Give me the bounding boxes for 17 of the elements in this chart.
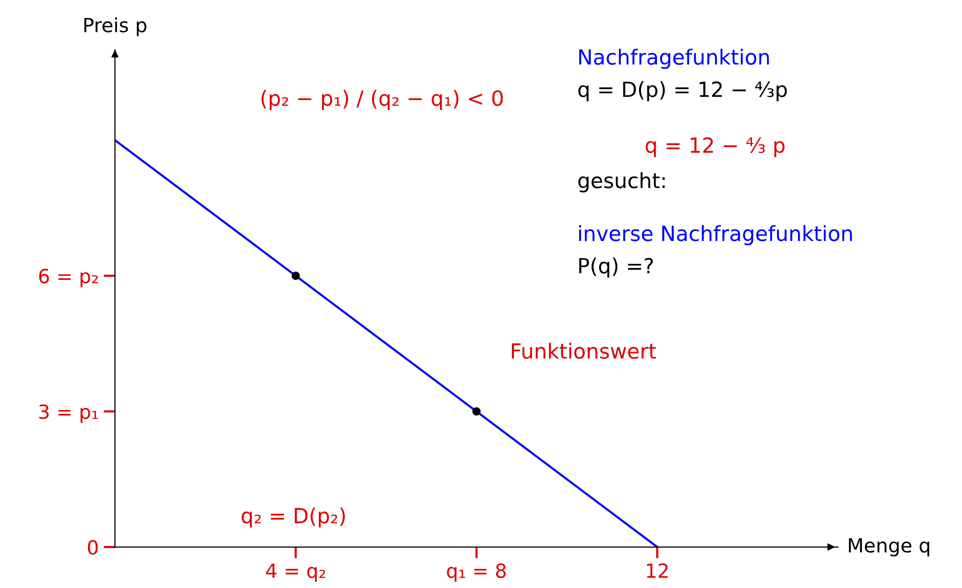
annotation: P(q) =? xyxy=(579,257,653,278)
annotation: Nachfragefunktion xyxy=(579,48,769,69)
annotation: q = 12 − ⁴⁄₃ p xyxy=(646,137,785,158)
annotation: inverse Nachfragefunktion xyxy=(579,225,852,246)
y-tick-label: 3 = p₁ xyxy=(39,404,98,423)
y-tick-label: 6 = p₂ xyxy=(39,268,98,288)
annotation: q = D(p) = 12 − ⁴⁄₃p xyxy=(578,81,787,102)
x-tick-label: 12 xyxy=(647,563,668,578)
annotation: gesucht: xyxy=(578,172,665,192)
y-tick-label: 0 xyxy=(88,540,98,555)
annotation: Funktionswert xyxy=(512,342,656,359)
annotation: (p₂ − p₁) / (q₂ − q₁) < 0 xyxy=(262,90,503,110)
x-axis-title: Menge q xyxy=(848,538,930,556)
y-axis-title: Preis p xyxy=(84,17,146,36)
x-tick-label: 4 = q₂ xyxy=(266,564,326,582)
x-tick-label: q₁ = 8 xyxy=(446,563,506,582)
annotation: q₂ = D(p₂) xyxy=(242,507,345,528)
